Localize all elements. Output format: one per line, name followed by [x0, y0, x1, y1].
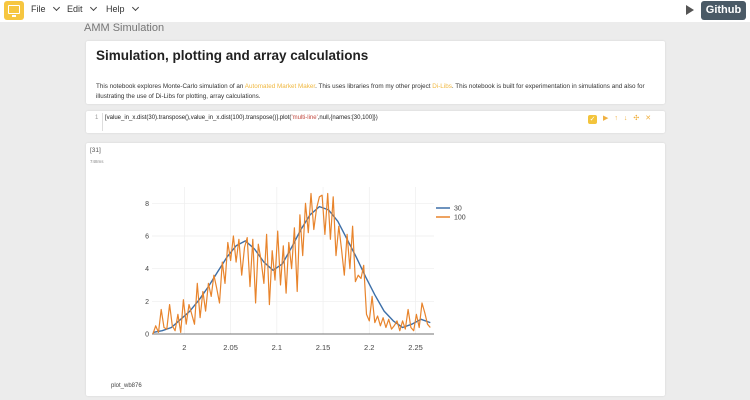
x-tick-label: 2.15 [316, 343, 331, 352]
cell-checkbox-icon[interactable]: ✓ [588, 114, 597, 124]
menu-file-label: File [31, 4, 46, 14]
menu-file[interactable]: File [31, 3, 60, 14]
top-bar: File Edit Help Github [0, 0, 750, 22]
chevron-down-icon [131, 3, 139, 12]
x-tick-label: 2.05 [223, 343, 238, 352]
paragraph-text: This notebook explores Monte-Carlo simul… [96, 83, 245, 90]
chevron-down-icon [52, 3, 60, 12]
notebook-title[interactable]: AMM Simulation [84, 22, 165, 34]
legend-entry[interactable]: 30 [454, 206, 462, 213]
y-tick-label: 8 [145, 201, 149, 208]
legend-entry[interactable]: 100 [454, 215, 466, 222]
menu-help[interactable]: Help [106, 3, 139, 14]
code-string: 'multi-line' [291, 115, 318, 121]
code-editor[interactable]: [value_in_x.dist(30).transpose(),value_i… [105, 115, 378, 121]
menu-edit-label: Edit [67, 4, 83, 14]
y-axis: 0 2 4 6 8 [145, 201, 434, 339]
cell-paragraph: This notebook explores Monte-Carlo simul… [96, 82, 661, 101]
x-tick-label: 2 [182, 343, 186, 352]
plot-id: plot_wb876 [111, 383, 142, 389]
cell-toolbar: ✓ ▶ ↑ ↓ ✣ ✕ [588, 114, 651, 124]
x-tick-label: 2.2 [364, 343, 374, 352]
app-logo-icon[interactable] [4, 1, 24, 20]
y-tick-label: 4 [145, 266, 149, 273]
chevron-down-icon [89, 3, 97, 12]
paragraph-text: . This uses libraries from my other proj… [315, 83, 433, 90]
x-tick-label: 2.25 [408, 343, 423, 352]
amm-link[interactable]: Automated Market Maker [244, 83, 316, 90]
execution-time: 748ms [90, 159, 104, 164]
series-line-100[interactable] [152, 192, 431, 335]
delete-cell-icon[interactable]: ✕ [645, 115, 652, 122]
y-tick-label: 6 [145, 234, 149, 241]
markdown-cell[interactable]: Simulation, plotting and array calculati… [86, 41, 665, 104]
dilibs-link[interactable]: Di-Libs [432, 83, 452, 90]
output-prompt: [31] [90, 147, 101, 154]
run-cell-icon[interactable]: ▶ [603, 115, 609, 122]
code-text: [value_in_x.dist(30).transpose(),value_i… [105, 115, 292, 121]
github-button[interactable]: Github [701, 1, 746, 20]
run-all-icon[interactable] [686, 5, 694, 15]
x-tick-label: 2.1 [272, 343, 282, 352]
code-text: ,null,{names:[30,100]}) [317, 115, 378, 121]
move-down-icon[interactable]: ↓ [623, 115, 628, 122]
y-tick-label: 2 [145, 299, 149, 306]
paragraph-text: . This notebook is built for experimenta… [96, 83, 645, 100]
add-cell-icon[interactable]: ✣ [633, 115, 640, 122]
menu-edit[interactable]: Edit [67, 3, 97, 14]
series-group [152, 192, 431, 335]
cell-heading: Simulation, plotting and array calculati… [96, 48, 369, 63]
gutter-divider [102, 113, 103, 131]
move-up-icon[interactable]: ↑ [614, 115, 618, 122]
y-tick-label: 0 [145, 332, 149, 339]
line-number: 1 [95, 115, 99, 121]
menu-help-label: Help [106, 4, 125, 14]
code-cell[interactable]: 1 [value_in_x.dist(30).transpose(),value… [86, 111, 665, 133]
series-line-30[interactable] [152, 205, 431, 334]
